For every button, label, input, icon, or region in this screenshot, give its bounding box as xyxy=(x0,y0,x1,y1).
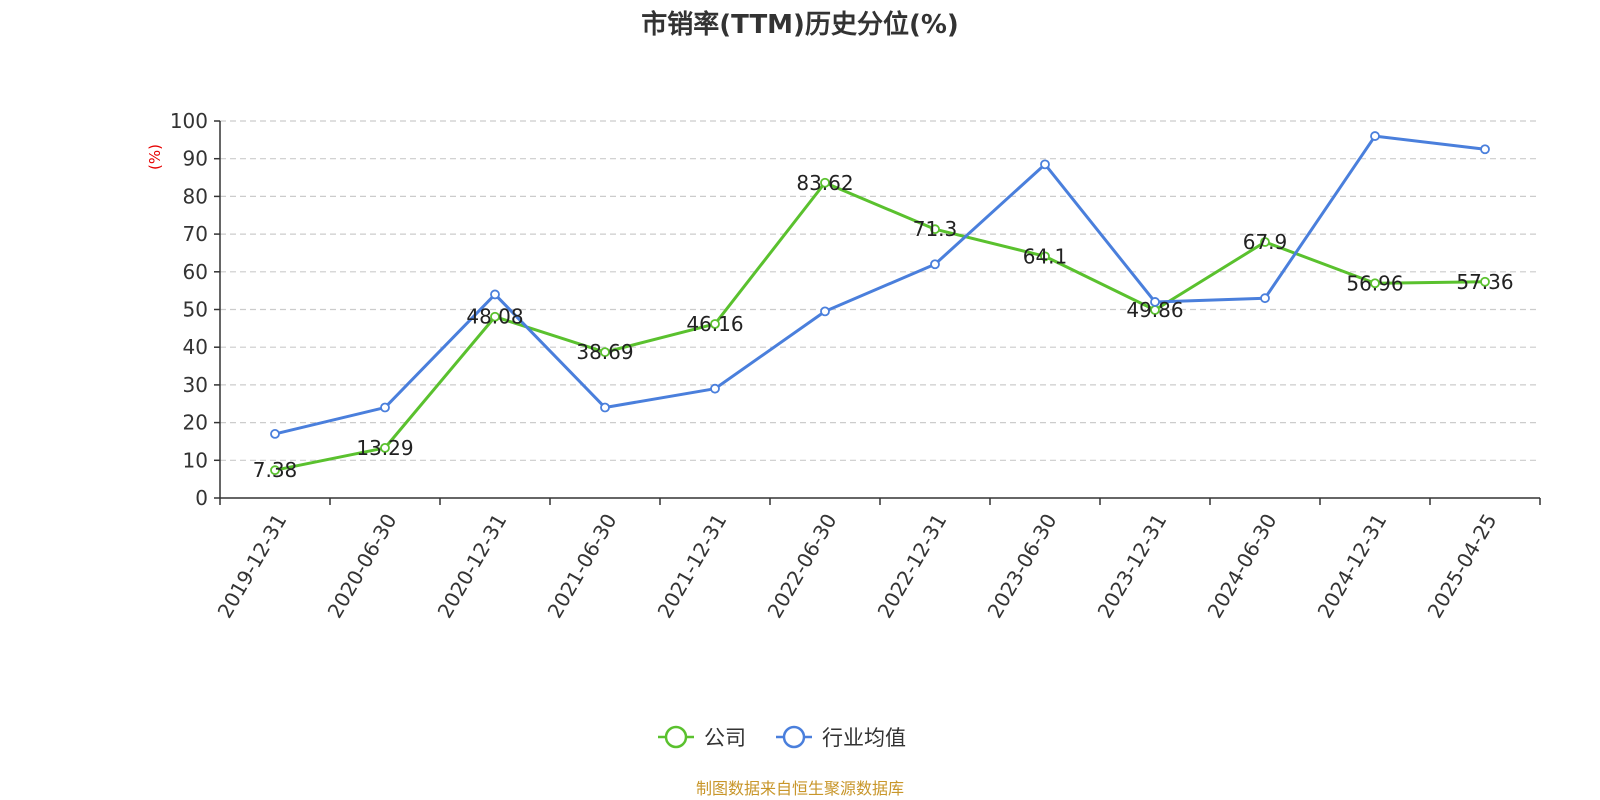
data-label: 67.9 xyxy=(1243,230,1288,254)
data-label: 46.16 xyxy=(686,312,743,336)
x-tick-label: 2025-04-25 xyxy=(1423,510,1502,623)
data-label: 7.38 xyxy=(253,458,298,482)
data-point xyxy=(1040,159,1050,170)
source-note: 制图数据来自恒生聚源数据库 xyxy=(696,779,904,798)
data-point xyxy=(490,311,500,322)
data-label: 64.1 xyxy=(1023,244,1068,268)
y-tick-label: 90 xyxy=(183,147,208,171)
x-tick-label: 2019-12-31 xyxy=(213,510,292,623)
data-point xyxy=(380,442,390,453)
y-tick-label: 50 xyxy=(183,298,208,322)
y-tick-label: 0 xyxy=(195,486,208,510)
data-label: 57.36 xyxy=(1456,270,1513,294)
data-point xyxy=(710,383,720,394)
y-tick-label: 70 xyxy=(183,222,208,246)
data-label: 49.86 xyxy=(1126,298,1183,322)
x-tick-label: 2022-12-31 xyxy=(873,510,952,623)
x-tick-label: 2024-12-31 xyxy=(1313,510,1392,623)
chart-title: 市销率(TTM)历史分位(%) xyxy=(641,9,959,40)
data-point xyxy=(930,259,940,270)
legend-item-company[interactable]: 公司 xyxy=(658,725,746,750)
x-tick-label: 2022-06-30 xyxy=(763,510,842,623)
data-point xyxy=(1260,293,1270,304)
axes xyxy=(214,120,1541,505)
legend-item-industry[interactable]: 行业均值 xyxy=(776,725,906,750)
x-tick-label: 2024-06-30 xyxy=(1203,510,1282,623)
series-group xyxy=(270,131,1490,476)
data-label: 48.08 xyxy=(466,305,523,329)
data-point xyxy=(820,177,830,188)
data-label: 56.96 xyxy=(1346,271,1403,295)
y-tick-label: 60 xyxy=(183,260,208,284)
x-tick-label: 2021-06-30 xyxy=(543,510,622,623)
y-tick-label: 20 xyxy=(183,411,208,435)
legend[interactable]: 公司 行业均值 xyxy=(658,725,906,750)
x-tick-label: 2023-06-30 xyxy=(983,510,1062,623)
y-tick-label: 100 xyxy=(170,109,208,133)
y-axis-label: (%) xyxy=(146,144,164,170)
data-point xyxy=(1480,144,1490,155)
y-tick-label: 10 xyxy=(183,448,208,472)
x-tick-label: 2021-12-31 xyxy=(653,510,732,623)
data-label: 13.29 xyxy=(356,436,413,460)
x-tick-label: 2020-06-30 xyxy=(323,510,402,623)
x-tick-labels: 2019-12-31 2020-06-30 2020-12-31 2021-06-30… xyxy=(213,510,1502,623)
data-label: 38.69 xyxy=(576,340,633,364)
data-point xyxy=(1480,276,1490,287)
data-point xyxy=(1370,131,1380,141)
legend-marker-icon xyxy=(664,725,688,749)
data-point xyxy=(1150,297,1160,307)
data-point xyxy=(820,306,830,317)
data-point xyxy=(490,289,500,300)
data-point xyxy=(1260,237,1270,247)
legend-label: 行业均值 xyxy=(822,726,906,750)
grid-lines xyxy=(220,120,1540,461)
data-point xyxy=(270,465,280,476)
data-point xyxy=(600,347,610,358)
legend-label: 公司 xyxy=(704,726,746,750)
data-point xyxy=(600,402,610,413)
data-label: 83.62 xyxy=(796,171,853,195)
x-tick-label: 2020-12-31 xyxy=(433,510,512,623)
data-label: 71.3 xyxy=(913,217,958,241)
data-point xyxy=(1040,251,1050,262)
y-tick-label: 80 xyxy=(183,184,208,208)
legend-marker-icon xyxy=(782,725,806,749)
data-point xyxy=(930,224,940,235)
data-point xyxy=(380,402,390,413)
data-point xyxy=(270,429,280,439)
y-tick-label: 40 xyxy=(183,335,208,359)
data-labels: 7.38 13.29 48.08 38.69 46.16 83.62 71.3 64.1 49.… xyxy=(253,171,1514,482)
x-tick-label: 2023-12-31 xyxy=(1093,510,1172,623)
data-point xyxy=(1370,278,1380,289)
data-point xyxy=(710,319,720,329)
series-line-company xyxy=(274,181,1486,472)
y-tick-label: 30 xyxy=(183,373,208,397)
y-tick-labels: 0 10 20 30 40 50 60 70 80 90 100 xyxy=(170,109,208,510)
series-line-industry xyxy=(274,134,1486,436)
